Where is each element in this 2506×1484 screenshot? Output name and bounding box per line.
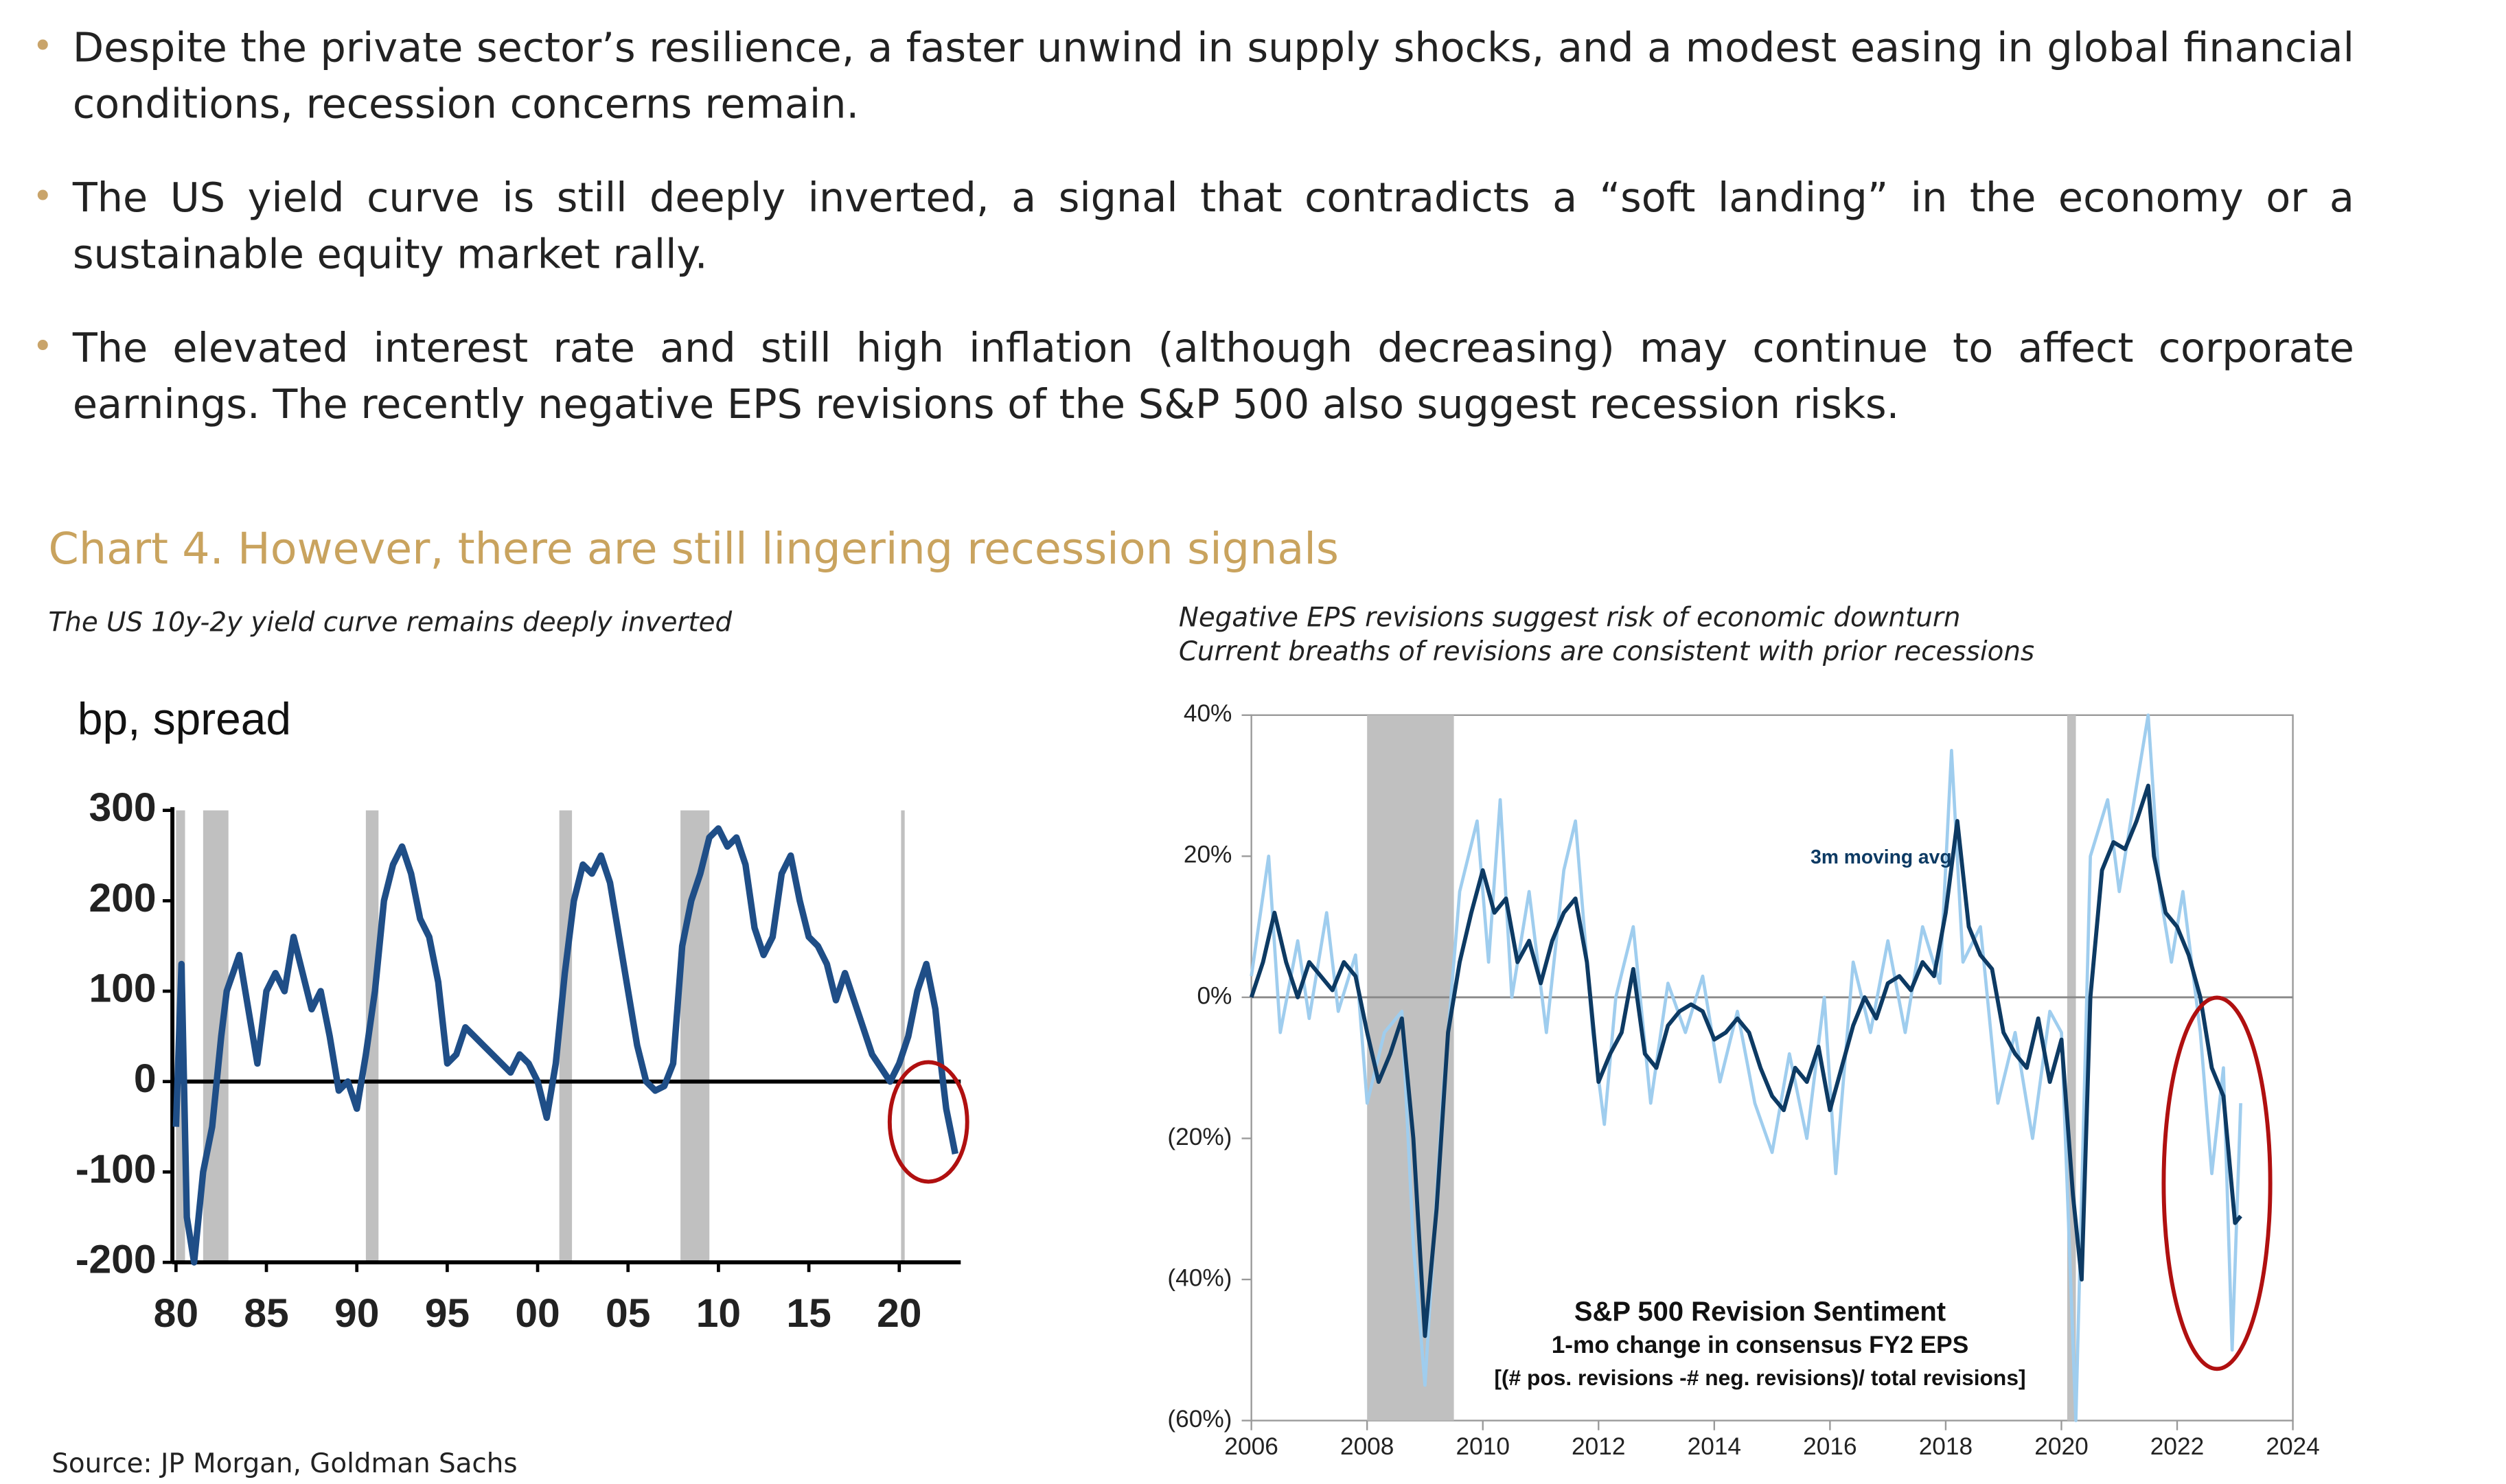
bullet: • The US yield curve is still deeply inve… (32, 170, 2354, 283)
source: Source: JP Morgan, Goldman Sachs (51, 1448, 518, 1479)
bullet: • The elevated interest rate and still hi… (32, 320, 2354, 433)
x-tick-label: 80 (154, 1291, 198, 1336)
x-tick-label: 2006 (1224, 1433, 1278, 1460)
x-tick-label: 2018 (1919, 1433, 1973, 1460)
bullet-dot: • (32, 327, 54, 369)
recession-band (901, 810, 905, 1263)
recession-band (365, 810, 379, 1263)
x-tick-label: 10 (696, 1291, 741, 1336)
chart-heading: Chart 4. However, there are still linger… (48, 524, 1340, 575)
y-tick-label: -200 (76, 1238, 157, 1282)
recession-band (680, 810, 710, 1263)
series-line (1250, 713, 2242, 1422)
annotation: [(# pos. revisions -# neg. revisions)/ t… (1494, 1365, 2025, 1390)
highlight-circle (2161, 995, 2273, 1371)
x-tick-label: 20 (877, 1291, 921, 1336)
series-line (172, 825, 958, 1266)
bullet: • Despite the private sector’s resilience… (32, 19, 2354, 132)
x-tick-label: 00 (515, 1291, 560, 1336)
y-tick-label: 20% (1184, 842, 1232, 868)
bullet-dot: • (32, 27, 54, 68)
y-tick-label: (60%) (1167, 1406, 1232, 1433)
chart-subtitle: Negative EPS revisions suggest risk of e… (1178, 602, 1961, 633)
x-tick-label: 2010 (1456, 1433, 1510, 1460)
x-tick-label: 2008 (1340, 1433, 1394, 1460)
x-tick-label: 2024 (2266, 1433, 2319, 1460)
annotation: S&P 500 Revision Sentiment (1574, 1297, 1946, 1327)
chart-subtitle: Current breaths of revisions are consist… (1178, 636, 2035, 667)
highlight-circle (887, 1060, 969, 1184)
annotation: 1-mo change in consensus FY2 EPS (1552, 1332, 1969, 1358)
x-tick-label: 2016 (1803, 1433, 1856, 1460)
series-label: 3m moving avg (1810, 846, 1951, 868)
x-tick-label: 2014 (1688, 1433, 1741, 1460)
y-tick-label: 300 (89, 785, 156, 830)
y-tick-label: (40%) (1167, 1264, 1232, 1291)
bullet-dot: • (32, 177, 54, 218)
series-line (1249, 783, 2242, 1338)
x-tick-label: 90 (334, 1291, 379, 1336)
y-tick-label: 200 (89, 876, 156, 920)
y-tick-label: -100 (76, 1147, 157, 1192)
x-tick-label: 15 (786, 1291, 831, 1336)
x-tick-label: 05 (606, 1291, 650, 1336)
bullet-text: Despite the private sector’s resilience,… (72, 24, 2354, 128)
y-axis-label: bp, spread (78, 693, 291, 744)
chart-subtitle: The US 10y-2y yield curve remains deeply… (48, 607, 733, 638)
x-tick-label: 2022 (2150, 1433, 2204, 1460)
x-tick-label: 2012 (1572, 1433, 1625, 1460)
recession-band (1367, 715, 1454, 1421)
plot-frame (1250, 714, 2294, 1422)
x-tick-label: 95 (425, 1291, 470, 1336)
y-tick-label: 0 (134, 1056, 157, 1101)
x-tick-label: 85 (244, 1291, 288, 1336)
y-tick-label: 0% (1197, 982, 1232, 1009)
y-tick-label: 100 (89, 966, 156, 1011)
y-tick-label: (20%) (1167, 1124, 1232, 1150)
recession-band (203, 810, 229, 1263)
y-tick-label: 40% (1184, 700, 1232, 727)
bullet-text: The elevated interest rate and still hig… (72, 324, 2354, 428)
x-tick-label: 2020 (2034, 1433, 2088, 1460)
bullet-text: The US yield curve is still deeply inver… (72, 174, 2354, 278)
